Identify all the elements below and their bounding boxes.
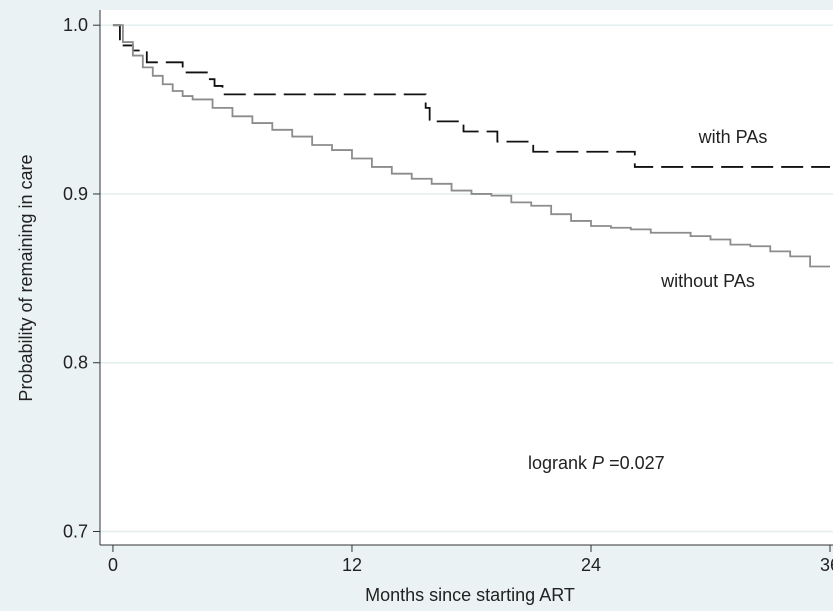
survival-curve — [112, 24, 831, 168]
annotation-text: logrank — [528, 453, 588, 473]
x-tick-label: 0 — [108, 555, 118, 575]
y-tick-label: 0.9 — [63, 184, 88, 204]
y-tick-label: 1.0 — [63, 15, 88, 35]
annotation: logrank P =0.027 — [528, 453, 665, 473]
x-axis-title: Months since starting ART — [365, 585, 575, 605]
series-label: with PAs — [698, 127, 768, 147]
y-axis-title: Probability of remaining in care — [16, 154, 36, 401]
annotation-text: =0.027 — [609, 453, 665, 473]
plot-area — [100, 10, 833, 545]
annotation-text: P — [592, 453, 604, 473]
y-tick-label: 0.8 — [63, 353, 88, 373]
survival-curve — [112, 24, 831, 268]
x-tick-label: 36 — [820, 555, 833, 575]
x-tick-label: 12 — [342, 555, 362, 575]
y-tick-label: 0.7 — [63, 521, 88, 541]
series-label: without PAs — [660, 271, 755, 291]
x-tick-label: 24 — [581, 555, 601, 575]
